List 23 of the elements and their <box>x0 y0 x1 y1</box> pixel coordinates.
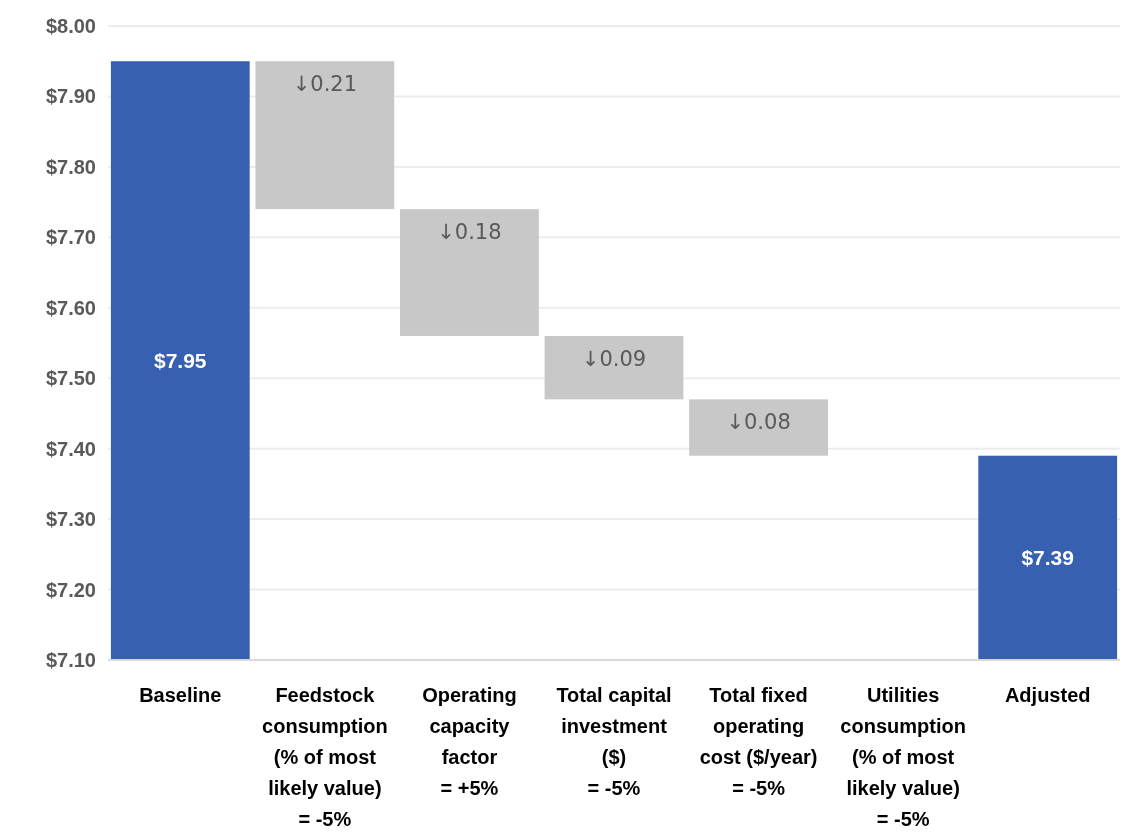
y-tick-label: $7.30 <box>45 508 96 531</box>
y-tick-label: $7.70 <box>45 226 96 249</box>
x-tick-label: Utilities consumption (% of most likely value) = -5% <box>840 684 966 830</box>
x-tick-label: Feedstock consumption (% of most likely value) = -5% <box>262 684 388 830</box>
x-tick-label: Total capital investment ($) = -5% <box>556 684 672 799</box>
x-tick-label: Baseline <box>139 684 222 706</box>
x-tick-label: Operating capacity factor = +5% <box>422 684 517 799</box>
y-tick-label: $7.80 <box>45 155 96 178</box>
y-tick-label: $7.50 <box>45 367 96 390</box>
y-tick-label: $7.10 <box>45 649 96 671</box>
data-label: $7.39 <box>1021 546 1074 570</box>
data-label: ↓0.18 <box>437 220 502 245</box>
y-tick-label: $7.60 <box>45 296 96 319</box>
data-label: $7.95 <box>154 348 207 372</box>
y-tick-label: $7.20 <box>45 578 96 601</box>
x-tick-label: Adjusted <box>1004 684 1091 706</box>
data-label: ↓0.21 <box>292 72 358 97</box>
y-tick-label: $8.00 <box>45 15 96 37</box>
data-label: ↓0.08 <box>726 410 791 435</box>
y-tick-label: $7.40 <box>45 437 96 460</box>
data-label: ↓0.09 <box>581 346 647 371</box>
y-tick-label: $7.90 <box>45 85 96 108</box>
x-tick-label: Total fixed operating cost ($/year) = -5% <box>699 684 818 799</box>
